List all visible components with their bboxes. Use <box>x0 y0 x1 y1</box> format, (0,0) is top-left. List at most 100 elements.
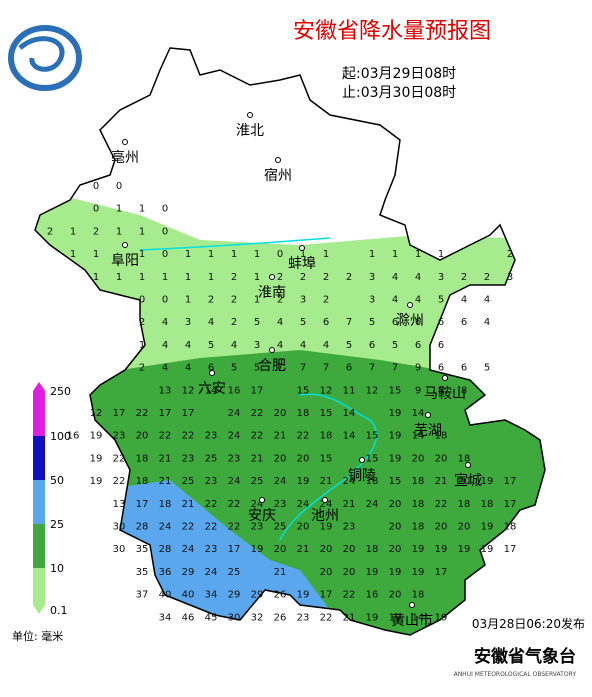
city-dot <box>122 139 128 145</box>
grid-value: 1 <box>208 249 214 260</box>
grid-value: 25 <box>205 453 218 464</box>
legend-label: 100 <box>50 430 71 443</box>
grid-value: 3 <box>300 295 306 306</box>
grid-value: 19 <box>90 453 103 464</box>
grid-value: 18 <box>366 476 379 487</box>
value-grid: 0 00 1 1 02 1 2 1 1 01 1 1 0 1 1 1 1 0 1 1 1 1 1 1 21 1 1 1 1 1 2 1 2 2 2 2… <box>47 181 517 623</box>
grid-value: 24 <box>320 499 333 510</box>
grid-value: 0 <box>139 295 145 306</box>
grid-value: 5 <box>254 363 260 374</box>
grid-value: 37 <box>136 590 149 601</box>
title: 安徽省降水量预报图 <box>293 19 491 44</box>
grid-value: 11 <box>343 385 356 396</box>
grid-value: 12 <box>366 385 379 396</box>
city-dot <box>425 412 431 418</box>
grid-value: 22 <box>343 590 356 601</box>
legend-label: 250 <box>50 385 71 398</box>
grid-value: 19 <box>251 544 264 555</box>
city-label: 池州 <box>311 508 339 524</box>
city-label: 滁州 <box>396 313 424 329</box>
city-dot <box>259 497 265 503</box>
city-label: 合肥 <box>258 358 286 374</box>
grid-value: 6 <box>208 363 214 374</box>
grid-value: 20 <box>458 522 471 533</box>
grid-value: 20 <box>274 544 287 555</box>
grid-value: 17 <box>228 544 241 555</box>
grid-value: 28 <box>159 544 172 555</box>
grid-value: 22 <box>205 522 218 533</box>
grid-value: 19 <box>297 590 310 601</box>
grid-value: 20 <box>343 544 356 555</box>
grid-value: 46 <box>182 612 195 623</box>
grid-value: 19 <box>458 544 471 555</box>
grid-value: 2 <box>346 272 352 283</box>
city-label: 淮北 <box>236 123 264 139</box>
grid-value: 18 <box>412 476 425 487</box>
grid-value: 17 <box>320 590 333 601</box>
grid-value: 17 <box>435 567 448 578</box>
start-time: 起:03月29日08时 <box>342 66 456 82</box>
grid-value: 4 <box>277 340 283 351</box>
grid-value: 20 <box>320 544 333 555</box>
grid-value: 45 <box>205 612 218 623</box>
city-label: 亳州 <box>111 149 139 166</box>
grid-value: 20 <box>343 567 356 578</box>
grid-value: 23 <box>205 431 218 442</box>
grid-value: 18 <box>481 499 494 510</box>
grid-value: 1 <box>139 340 145 351</box>
grid-value: 1 <box>323 249 329 260</box>
grid-value: 16 <box>366 590 379 601</box>
grid-value: 4 <box>162 340 168 351</box>
city-label: 芜湖 <box>414 422 442 439</box>
grid-value: 0 <box>93 181 99 192</box>
grid-value: 32 <box>251 612 264 623</box>
legend-label: 25 <box>50 518 64 531</box>
grid-value: 1 <box>93 249 99 260</box>
grid-value: 21 <box>182 499 195 510</box>
grid-value: 2 <box>231 295 237 306</box>
grid-value: 40 <box>159 590 172 601</box>
city-dot <box>322 497 328 503</box>
city-label: 阜阳 <box>111 252 139 269</box>
grid-value: 12 <box>320 385 333 396</box>
city-label: 马鞍山 <box>424 386 466 402</box>
grid-value: 18 <box>366 544 379 555</box>
grid-value: 16 <box>228 385 241 396</box>
grid-value: 6 <box>461 363 467 374</box>
grid-value: 21 <box>274 567 287 578</box>
grid-value: 17 <box>159 408 172 419</box>
city-dot <box>247 112 253 118</box>
grid-value: 1 <box>139 249 145 260</box>
grid-value: 21 <box>251 453 264 464</box>
grid-value: 35 <box>136 544 149 555</box>
grid-value: 21 <box>343 612 356 623</box>
grid-value: 1 <box>116 226 122 237</box>
grid-value: 17 <box>182 408 195 419</box>
grid-value: 2 <box>139 317 145 328</box>
grid-value: 15 <box>366 453 379 464</box>
city-dot <box>122 242 128 248</box>
grid-value: 22 <box>182 431 195 442</box>
grid-value: 15 <box>366 431 379 442</box>
grid-value: 13 <box>113 499 126 510</box>
grid-value: 23 <box>251 522 264 533</box>
grid-value: 18 <box>412 522 425 533</box>
legend-label: 10 <box>50 562 64 575</box>
city-dot <box>269 347 275 353</box>
grid-value: 29 <box>182 567 195 578</box>
grid-value: 4 <box>392 272 398 283</box>
grid-value: 2 <box>277 295 283 306</box>
grid-value: 0 <box>93 204 99 215</box>
grid-value: 19 <box>389 567 402 578</box>
grid-value: 9 <box>415 385 421 396</box>
grid-value: 20 <box>297 453 310 464</box>
grid-value: 23 <box>274 499 287 510</box>
grid-value: 20 <box>458 476 471 487</box>
grid-value: 15 <box>389 385 402 396</box>
grid-value: 19 <box>389 612 402 623</box>
grid-value: 21 <box>159 476 172 487</box>
province-outline <box>34 47 546 636</box>
grid-value: 19 <box>435 612 448 623</box>
grid-value: 0 <box>162 249 168 260</box>
grid-value: 4 <box>185 340 191 351</box>
